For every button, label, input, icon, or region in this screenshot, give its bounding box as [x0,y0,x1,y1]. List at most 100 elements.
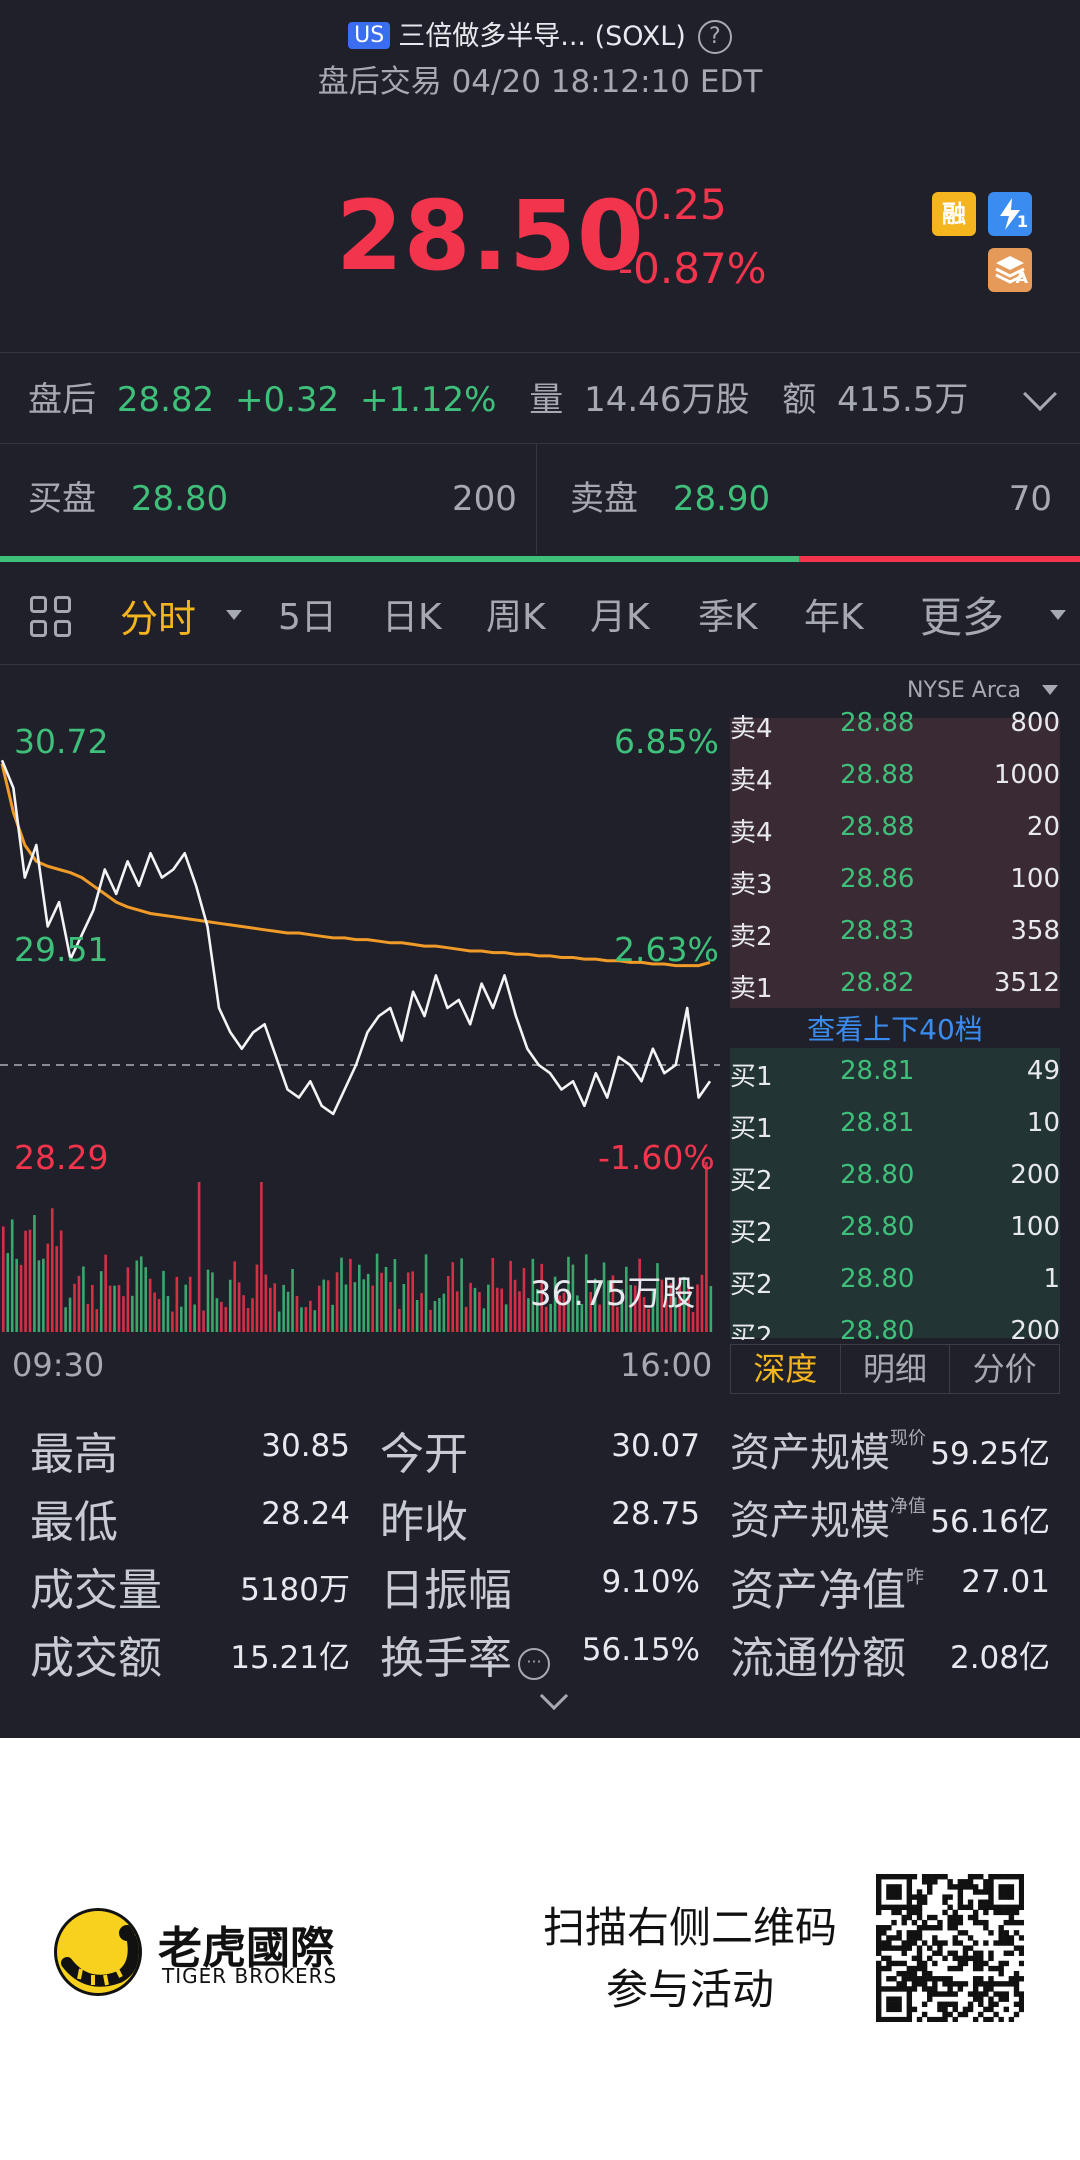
volume-bar [153,1292,156,1332]
volume-bar [473,1287,477,1332]
volume-bar [304,1307,308,1332]
volume-bar [415,1299,419,1332]
tab-intraday[interactable]: 分时 [120,597,197,641]
stat-turnover: 15.21亿 [230,1640,350,1676]
stat-amplitude-label: 日振幅 [380,1565,512,1616]
ask-row: 卖4 28.88 1000 [730,760,1060,796]
volume-bar [589,1291,592,1332]
qr-code[interactable] [876,1874,1024,2022]
stack-icon [995,256,1025,284]
grid-icon[interactable] [30,596,72,638]
asks-panel [730,718,1060,1008]
volume-bar [46,1243,50,1332]
layers-icon[interactable]: A [988,248,1032,292]
volume-bar [669,1283,673,1332]
volume-bar [295,1295,299,1332]
margin-icon[interactable]: 融 [932,192,976,236]
after-hours-amount: 415.5万 [837,380,969,420]
tab-daily-k[interactable]: 日K [382,597,442,638]
help-icon[interactable]: ? [697,20,732,54]
stat-prev-close: 28.75 [611,1496,700,1532]
stat-open: 30.07 [611,1428,700,1464]
volume-bar [567,1256,570,1332]
after-hours-volume: 14.46万股 [584,380,750,420]
volume-bar [656,1263,659,1332]
volume-bar [375,1253,379,1332]
price-axis-low: 28.29 [14,1138,109,1177]
volume-bar [313,1310,317,1332]
volume-bar [527,1298,530,1332]
volume-bar [642,1297,646,1332]
volume-bar [562,1292,566,1332]
ask-row: 卖4 28.88 800 [730,708,1060,744]
volume-bar [300,1307,303,1332]
caret-down-icon[interactable] [1050,610,1066,620]
volume-bar [593,1278,597,1332]
volume-bar [602,1262,606,1332]
tab-weekly-k[interactable]: 周K [486,597,546,638]
volume-bar [429,1309,432,1332]
volume-bar [273,1283,277,1332]
volume-bar [495,1287,499,1332]
volume-bar [246,1308,250,1332]
tab-yearly-k[interactable]: 年K [804,597,864,638]
tab-quarterly-k[interactable]: 季K [698,597,758,638]
volume-bar [86,1303,90,1332]
volume-bar [73,1283,76,1332]
exchange-selector[interactable]: NYSE Arca [907,678,1058,703]
volume-bar [518,1291,521,1332]
promo-line-1: 扫描右侧二维码 [542,1903,837,1952]
order-book-asks[interactable]: 卖4 28.88 800 卖4 28.88 1000 卖4 28.88 20 卖3 28.86… [730,700,1060,1012]
ask-summary: 卖盘 28.90 [570,479,771,519]
ask-price: 28.90 [672,479,771,519]
volume-bar [255,1264,259,1332]
price-change: -0.25 [618,180,727,229]
volume-bar [157,1299,161,1332]
volume-bar [349,1258,352,1332]
order-book-bids[interactable]: 买1 28.81 49 买1 28.81 10 买2 28.80 200 买2 28.80 10… [730,1048,1060,1340]
bid-summary: 买盘 28.80 [28,479,229,519]
stat-amplitude: 9.10% [601,1564,700,1600]
tab-depth[interactable]: 深度 [731,1345,841,1393]
stock-title[interactable]: US 三倍做多半导... (SOXL)? [0,14,1080,54]
volume-bar [504,1304,508,1332]
volume-bar [233,1261,236,1332]
tab-5day[interactable]: 5日 [278,597,337,638]
volume-bar [371,1285,374,1332]
volume-bar [228,1279,232,1332]
view-40-levels-link[interactable]: 查看上下40档 [807,1013,983,1046]
stat-nav: 27.01 [961,1564,1050,1600]
ask-row: 卖1 28.82 3512 [730,968,1060,1004]
volume-bar [384,1266,388,1332]
stat-aum-market-label: 资产规模现价 [730,1428,926,1476]
tab-details[interactable]: 明细 [841,1345,951,1393]
volume-bar [611,1275,615,1332]
volume-bar [122,1296,125,1332]
more-dots-icon: ··· [518,1648,550,1680]
volume-bar [211,1272,214,1332]
divider [0,352,1080,353]
intraday-chart[interactable] [0,720,720,1340]
after-hours-row[interactable]: 盘后 28.82 +0.32 +1.12% 量 14.46万股 额 415.5万 [28,380,969,420]
volume-bar [224,1307,228,1332]
caret-down-icon[interactable] [226,610,242,620]
pct-axis-mid: 2.63% [614,930,719,969]
volume-bar [406,1272,410,1332]
volume-bar [673,1297,677,1332]
volume-bar [705,1162,708,1332]
volume-bar [175,1276,179,1332]
stat-turnover-rate-label[interactable]: 换手率 ··· [380,1622,550,1686]
volume-bar [331,1304,334,1332]
us-market-badge: US [348,22,391,49]
flash-icon[interactable]: 1 [988,192,1032,236]
tab-price-breakdown[interactable]: 分价 [972,1350,1037,1388]
price-line [0,759,712,1116]
volume-bar [104,1254,107,1332]
volume-bar [553,1276,557,1332]
volume-bar [353,1282,357,1332]
volume-bar [691,1311,695,1332]
brand-name-en: TIGER BROKERS [162,1964,338,1988]
tab-monthly-k[interactable]: 月K [590,597,650,638]
volume-bar [184,1284,188,1332]
tab-more[interactable]: 更多 [920,593,1005,642]
